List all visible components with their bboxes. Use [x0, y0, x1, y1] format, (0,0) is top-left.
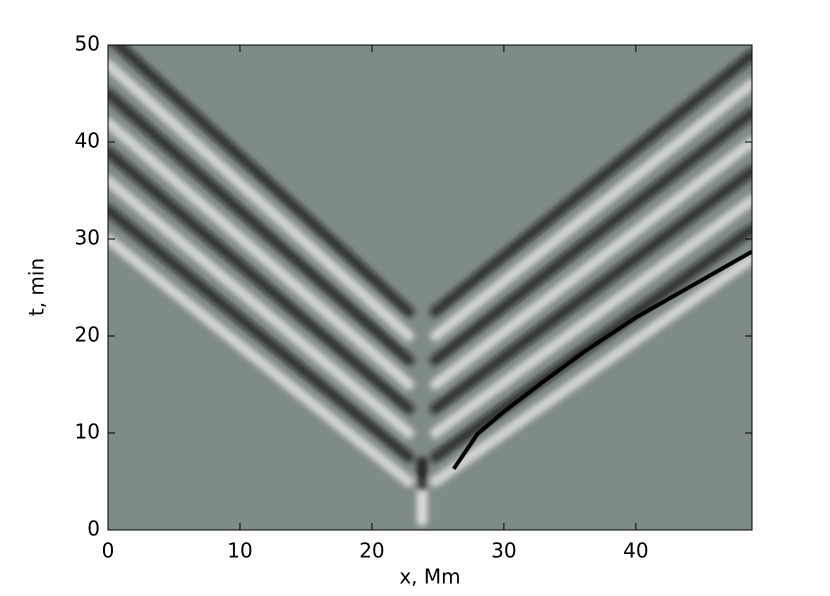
x-tick-label: 10 — [227, 539, 252, 563]
ridge — [429, 252, 752, 487]
x-tick-label: 30 — [491, 539, 516, 563]
ridge — [108, 204, 415, 463]
y-tick-label: 50 — [75, 32, 100, 56]
ridge — [108, 175, 415, 439]
x-axis-label: x, Mm — [399, 565, 460, 589]
ridge — [429, 49, 752, 318]
y-tick-label: 0 — [87, 517, 100, 541]
y-tick-label: 10 — [75, 420, 100, 444]
y-axis-label: t, min — [25, 258, 49, 316]
y-tick-label: 20 — [75, 323, 100, 347]
plot-background — [108, 45, 752, 530]
ridge — [108, 117, 415, 390]
ridge — [429, 165, 752, 415]
ridge — [429, 194, 752, 439]
y-tick-label: 40 — [75, 129, 100, 153]
ridge — [429, 78, 752, 342]
ridge — [108, 88, 415, 366]
x-tick-label: 0 — [102, 539, 115, 563]
axes: 0 10 20 30 40 0 10 20 30 40 50 — [75, 32, 752, 563]
x-tick-label: 20 — [359, 539, 384, 563]
x-tick-label: 40 — [623, 539, 648, 563]
plot-frame — [107, 44, 753, 531]
ridge — [108, 146, 415, 415]
ridge — [108, 58, 415, 342]
ridge — [110, 45, 415, 318]
ridge — [429, 136, 752, 390]
ridge — [108, 233, 415, 487]
ridge — [429, 107, 752, 366]
curve — [452, 249, 752, 471]
curves — [452, 249, 752, 471]
y-tick-label: 30 — [75, 226, 100, 250]
